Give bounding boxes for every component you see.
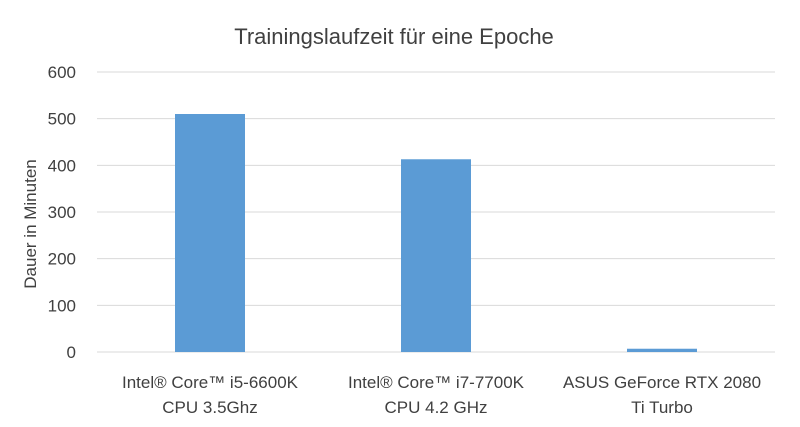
x-category-label: CPU 3.5Ghz (162, 398, 257, 417)
x-category-label: ASUS GeForce RTX 2080 (563, 373, 761, 392)
x-category-label: Intel® Core™ i7-7700K (348, 373, 525, 392)
y-tick-label: 500 (48, 110, 76, 129)
bar (401, 159, 471, 352)
bar (627, 348, 697, 352)
x-category-label: Intel® Core™ i5-6600K (122, 373, 299, 392)
y-tick-label: 400 (48, 156, 76, 175)
x-axis-categories: Intel® Core™ i5-6600K CPU 3.5Ghz Intel® Co… (122, 373, 761, 417)
y-tick-label: 300 (48, 203, 76, 222)
y-tick-label: 100 (48, 296, 76, 315)
bars (175, 114, 697, 352)
y-tick-label: 200 (48, 250, 76, 269)
x-category-label: Ti Turbo (631, 398, 693, 417)
y-axis-ticks: 0 100 200 300 400 500 600 (48, 63, 76, 362)
y-axis-label: Dauer in Minuten (21, 159, 40, 288)
y-tick-label: 600 (48, 63, 76, 82)
bar (175, 114, 245, 352)
chart-title: Trainingslaufzeit für eine Epoche (234, 24, 554, 49)
x-category-label: CPU 4.2 GHz (385, 398, 488, 417)
y-tick-label: 0 (67, 343, 76, 362)
